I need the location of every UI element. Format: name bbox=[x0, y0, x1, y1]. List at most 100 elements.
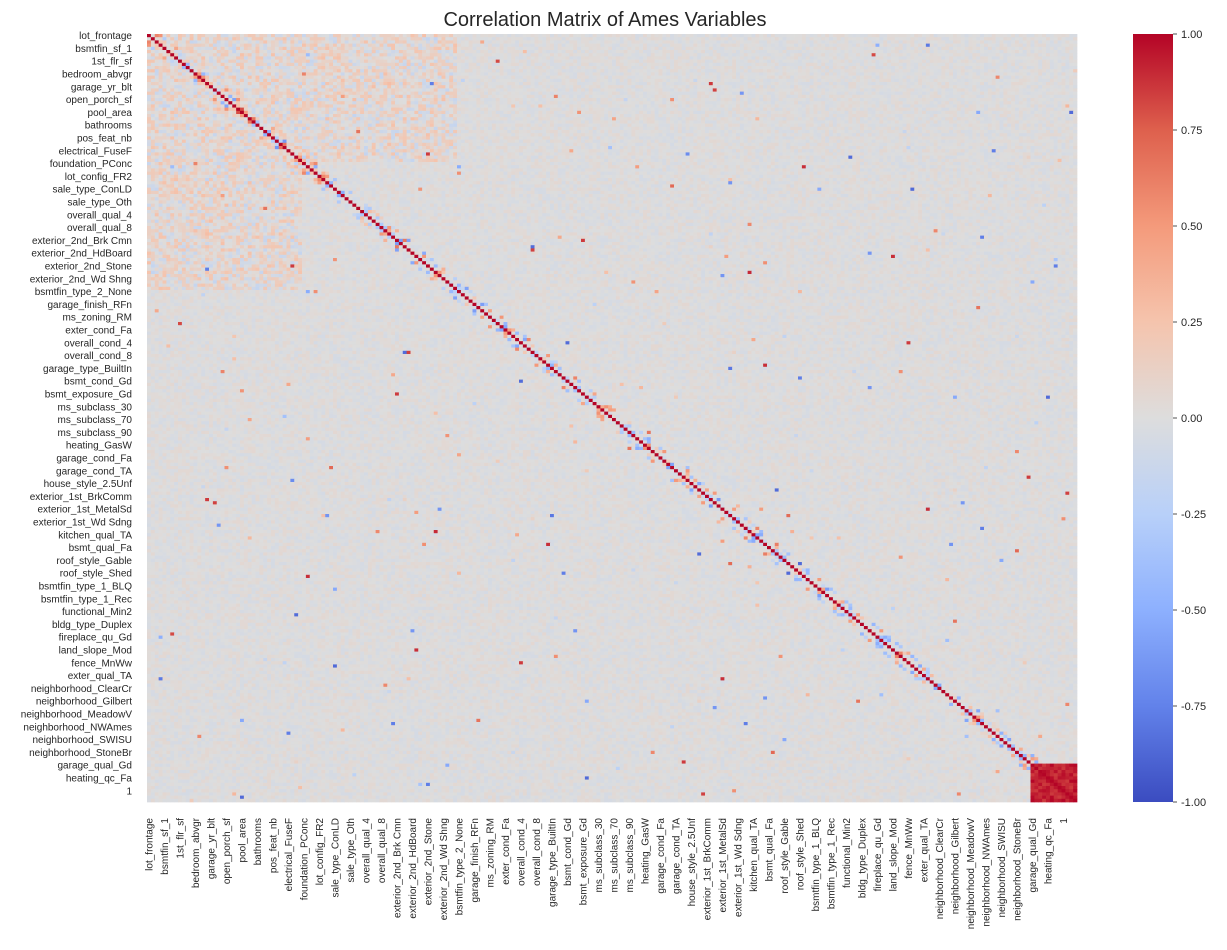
heatmap-cell bbox=[476, 56, 480, 60]
heatmap-cell bbox=[682, 37, 686, 41]
heatmap-cell bbox=[217, 37, 221, 41]
heatmap-cell bbox=[380, 63, 384, 67]
heatmap-cell bbox=[717, 56, 721, 60]
heatmap-cell bbox=[957, 63, 961, 67]
heatmap-cell bbox=[1034, 40, 1038, 44]
heatmap-cell bbox=[783, 53, 787, 57]
heatmap-cell bbox=[581, 34, 585, 38]
heatmap-cell bbox=[779, 63, 783, 67]
heatmap-cell bbox=[976, 40, 980, 44]
heatmap-cell bbox=[248, 37, 252, 41]
heatmap-cell bbox=[275, 60, 279, 64]
heatmap-cell bbox=[1034, 63, 1038, 67]
heatmap-cell bbox=[713, 60, 717, 64]
heatmap-cell bbox=[926, 56, 930, 60]
heatmap-cell bbox=[345, 37, 349, 41]
heatmap-cell bbox=[589, 44, 593, 48]
heatmap-cell bbox=[310, 50, 314, 54]
heatmap-cell bbox=[918, 53, 922, 57]
heatmap-cell bbox=[717, 60, 721, 64]
heatmap-cell bbox=[194, 50, 198, 54]
heatmap-cell bbox=[267, 40, 271, 44]
heatmap-cell bbox=[414, 66, 418, 70]
heatmap-cell bbox=[891, 50, 895, 54]
heatmap-cell bbox=[907, 50, 911, 54]
heatmap-cell bbox=[709, 63, 713, 67]
heatmap-cell bbox=[1069, 53, 1073, 57]
heatmap-cell bbox=[918, 40, 922, 44]
heatmap-cell bbox=[240, 63, 244, 67]
heatmap-cell bbox=[155, 44, 159, 48]
heatmap-cell bbox=[190, 63, 194, 67]
heatmap-cell bbox=[841, 47, 845, 51]
heatmap-cell bbox=[182, 50, 186, 54]
heatmap-cell bbox=[581, 50, 585, 54]
heatmap-cell bbox=[969, 63, 973, 67]
heatmap-cell bbox=[527, 56, 531, 60]
heatmap-cell bbox=[639, 60, 643, 64]
heatmap-cell bbox=[535, 63, 539, 67]
heatmap-cell bbox=[686, 66, 690, 70]
heatmap-cell bbox=[1054, 53, 1058, 57]
heatmap-cell bbox=[1007, 40, 1011, 44]
heatmap-cell bbox=[318, 56, 322, 60]
heatmap-cell bbox=[403, 44, 407, 48]
heatmap-cell bbox=[283, 44, 287, 48]
heatmap-cell bbox=[721, 50, 725, 54]
heatmap-cell bbox=[755, 47, 759, 51]
heatmap-cell bbox=[271, 63, 275, 67]
heatmap-cell bbox=[531, 60, 535, 64]
heatmap-cell bbox=[569, 56, 573, 60]
heatmap-cell bbox=[651, 56, 655, 60]
heatmap-cell bbox=[814, 63, 818, 67]
heatmap-cell bbox=[821, 63, 825, 67]
heatmap-cell bbox=[302, 44, 306, 48]
heatmap-cell bbox=[647, 37, 651, 41]
heatmap-cell bbox=[767, 50, 771, 54]
heatmap-cell bbox=[728, 40, 732, 44]
heatmap-cell bbox=[732, 60, 736, 64]
heatmap-cell bbox=[589, 50, 593, 54]
heatmap-cell bbox=[659, 34, 663, 38]
heatmap-cell bbox=[228, 34, 232, 38]
heatmap-cell bbox=[690, 63, 694, 67]
heatmap-cell bbox=[593, 40, 597, 44]
heatmap-cell bbox=[616, 34, 620, 38]
heatmap-cell bbox=[376, 44, 380, 48]
heatmap-cell bbox=[201, 34, 205, 38]
heatmap-cell bbox=[271, 53, 275, 57]
heatmap-cell bbox=[597, 63, 601, 67]
heatmap-cell bbox=[178, 50, 182, 54]
heatmap-cell bbox=[1038, 37, 1042, 41]
heatmap-cell bbox=[806, 40, 810, 44]
heatmap-cell bbox=[488, 34, 492, 38]
heatmap-cell bbox=[449, 40, 453, 44]
heatmap-cell bbox=[833, 50, 837, 54]
heatmap-cell bbox=[934, 40, 938, 44]
heatmap-cell bbox=[631, 50, 635, 54]
heatmap-cell bbox=[771, 66, 775, 70]
heatmap-cell bbox=[864, 53, 868, 57]
heatmap-cell bbox=[965, 34, 969, 38]
heatmap-cell bbox=[701, 44, 705, 48]
heatmap-cell bbox=[856, 60, 860, 64]
heatmap-cell bbox=[244, 34, 248, 38]
heatmap-cell bbox=[767, 37, 771, 41]
heatmap-cell bbox=[887, 44, 891, 48]
heatmap-cell bbox=[856, 34, 860, 38]
heatmap-cell bbox=[558, 34, 562, 38]
heatmap-cell bbox=[283, 66, 287, 70]
heatmap-cell bbox=[972, 34, 976, 38]
heatmap-cell bbox=[213, 37, 217, 41]
heatmap-cell bbox=[903, 50, 907, 54]
heatmap-cell bbox=[267, 37, 271, 41]
heatmap-cell bbox=[546, 50, 550, 54]
heatmap-cell bbox=[845, 47, 849, 51]
heatmap-cell bbox=[945, 40, 949, 44]
heatmap-cell bbox=[852, 50, 856, 54]
heatmap-cell bbox=[174, 63, 178, 67]
heatmap-cell bbox=[306, 63, 310, 67]
heatmap-cell bbox=[178, 60, 182, 64]
heatmap-cell bbox=[411, 56, 415, 60]
heatmap-cell bbox=[918, 34, 922, 38]
